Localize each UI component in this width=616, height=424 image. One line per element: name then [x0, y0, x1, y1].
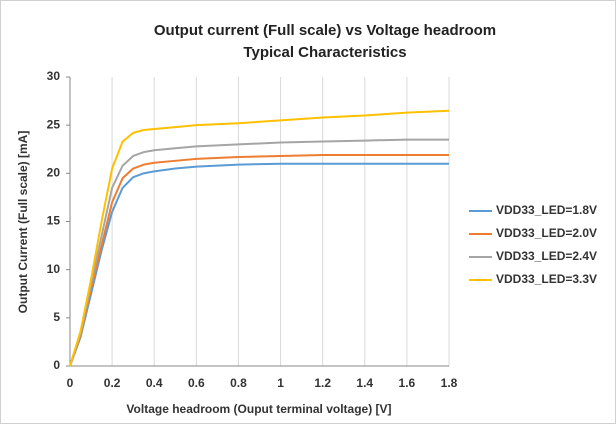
- legend-label: VDD33_LED=2.0V: [496, 226, 597, 240]
- y-tick-label: 10: [47, 262, 61, 276]
- y-tick-label: 15: [47, 214, 61, 228]
- x-tick-label: 0.6: [188, 376, 205, 390]
- series-line: [69, 138, 449, 367]
- x-axis-label: Voltage headroom (Ouput terminal voltage…: [126, 402, 391, 416]
- legend-label: VDD33_LED=2.4V: [496, 249, 597, 263]
- y-axis-label: Output Current (Full scale) [mA]: [16, 131, 30, 314]
- y-tick-label: 25: [47, 117, 61, 131]
- series-line: [69, 154, 449, 367]
- y-tick-label: 30: [47, 69, 61, 83]
- series-line: [69, 162, 449, 367]
- chart-title: Output current (Full scale) vs Voltage h…: [154, 22, 496, 39]
- x-tick-label: 1: [277, 376, 284, 390]
- x-tick-label: 1.2: [314, 376, 331, 390]
- series-line: [69, 109, 450, 367]
- x-tick-label: 0.4: [146, 376, 163, 390]
- x-tick-label: 0.2: [104, 376, 121, 390]
- x-tick-label: 1.8: [441, 376, 458, 390]
- legend-label: VDD33_LED=1.8V: [496, 203, 597, 217]
- x-tick-label: 1.6: [399, 376, 416, 390]
- chart-subtitle: Typical Characteristics: [243, 44, 406, 61]
- legend-label: VDD33_LED=3.3V: [496, 272, 597, 286]
- y-tick-label: 20: [47, 166, 61, 180]
- x-tick-label: 1.4: [356, 376, 373, 390]
- x-tick-label: 0.8: [230, 376, 247, 390]
- y-tick-label: 0: [53, 358, 60, 372]
- y-tick-label: 5: [53, 310, 60, 324]
- x-tick-label: 0: [67, 376, 74, 390]
